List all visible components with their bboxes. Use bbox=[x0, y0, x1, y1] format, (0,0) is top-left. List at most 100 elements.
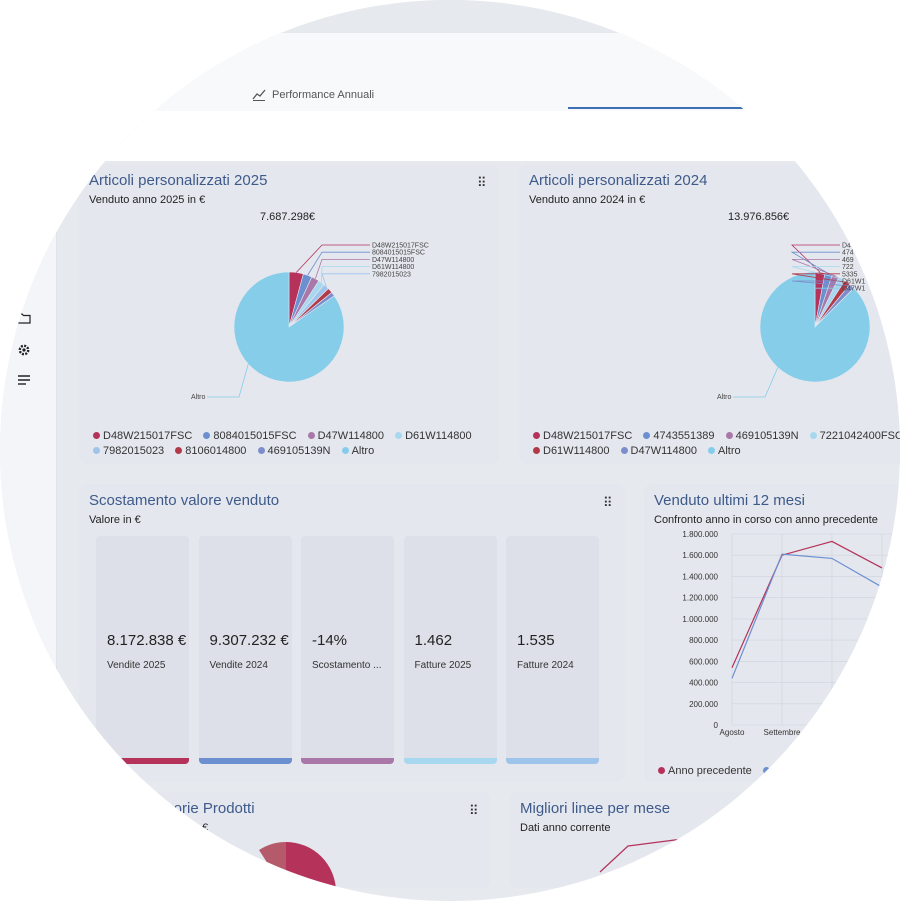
kpi-tile[interactable]: -14% Scostamento ... bbox=[301, 536, 394, 764]
active-tab-indicator bbox=[568, 107, 744, 109]
kpi-color-bar bbox=[198, 758, 292, 764]
kpi-tile[interactable]: 9.307.232 € Vendite 2024 bbox=[198, 536, 292, 764]
legend-item[interactable]: D47W114800 bbox=[620, 445, 697, 457]
sidebar bbox=[0, 161, 57, 901]
legend-label: D61W114800 bbox=[405, 430, 472, 442]
callout-line bbox=[791, 273, 848, 283]
kpi-value: -14% bbox=[312, 632, 348, 649]
kpi-tile[interactable]: 1.462 Fatture 2025 bbox=[403, 536, 497, 764]
legend-item[interactable]: Anno precedente bbox=[658, 765, 752, 777]
legend-dot bbox=[725, 432, 733, 439]
callout-label: D47W114800 bbox=[372, 257, 414, 264]
legend-item[interactable]: D61W114800 bbox=[533, 445, 609, 457]
legend-item[interactable]: 4743551389 bbox=[643, 430, 715, 442]
card-subtitle: Confronto anno in corso con anno precede… bbox=[654, 514, 878, 526]
legend-dot bbox=[809, 432, 817, 439]
gear-icon[interactable] bbox=[17, 343, 31, 357]
legend-label: Altro bbox=[351, 445, 375, 457]
card-title: Migliori linee per mese bbox=[520, 800, 671, 817]
kpi-value: 9.307.232 € bbox=[209, 632, 289, 649]
line-chart-12-mesi: 0 200.000 400.000 600.000 800.000 1.000.000 1.… bbox=[682, 530, 900, 737]
legend-label: Altro bbox=[718, 445, 741, 457]
callout-label: D47W1 bbox=[842, 286, 865, 293]
tab-label: Performance Annuali bbox=[272, 89, 375, 101]
legend-label: 8084015015FSC bbox=[213, 430, 297, 442]
callout-line bbox=[307, 251, 370, 276]
tab-performance-annuali[interactable]: Performance Annuali bbox=[252, 89, 374, 101]
drag-handle-icon[interactable]: ⠿ bbox=[469, 803, 478, 818]
x-tick-label: Novembre bbox=[864, 728, 900, 737]
y-tick-label: 400.000 bbox=[689, 679, 718, 688]
drag-handle-icon[interactable]: ⠿ bbox=[603, 495, 612, 510]
chart-line-icon bbox=[252, 89, 266, 101]
legend-item[interactable]: D61W114800 bbox=[395, 430, 472, 442]
kpi-tile[interactable]: 1.535 Fatture 2024 bbox=[506, 536, 599, 764]
callout-line bbox=[321, 266, 370, 283]
card-migliori-linee: Migliori linee per mese Dati anno corren… bbox=[510, 792, 900, 888]
card-title: Articoli personalizzati 2025 bbox=[89, 172, 268, 189]
chart-legend: D48W215017FSC 4743551389 469105139N 7221… bbox=[533, 429, 900, 459]
callout-label: D48W215017FSC bbox=[372, 243, 429, 250]
legend-item[interactable]: D47W114800 bbox=[307, 430, 385, 442]
callout-label: 722 bbox=[842, 264, 854, 271]
callout-line bbox=[791, 287, 840, 378]
legend-item[interactable]: 8084015015FSC bbox=[203, 430, 297, 442]
pie-slice[interactable] bbox=[233, 271, 345, 383]
line-series[interactable] bbox=[731, 540, 883, 668]
callout-label-altro: Altro bbox=[717, 394, 732, 401]
legend-dot bbox=[257, 447, 265, 454]
card-articoli-2024: Articoli personalizzati 2024 Venduto ann… bbox=[519, 164, 900, 464]
chart-total: 7.687.298€ bbox=[260, 211, 316, 223]
legend-dot bbox=[533, 447, 540, 454]
y-tick-label: 0 bbox=[714, 721, 719, 730]
y-tick-label: 1.400.000 bbox=[682, 572, 718, 581]
tab-bar bbox=[0, 33, 900, 112]
kpi-tile[interactable]: 8.172.838 € Vendite 2025 bbox=[96, 536, 189, 764]
callout-line bbox=[295, 244, 370, 273]
legend-label: 8106014800 bbox=[185, 445, 247, 457]
pie-chart-categorie bbox=[259, 842, 336, 888]
drag-handle-icon[interactable]: ⠿ bbox=[477, 175, 486, 190]
line-series bbox=[599, 837, 691, 873]
legend-dot bbox=[533, 432, 540, 439]
legend-item[interactable]: 7982015023 bbox=[93, 445, 164, 457]
legend-item[interactable] bbox=[762, 765, 773, 777]
kpi-label: Scostamento ... bbox=[312, 660, 382, 671]
legend-item[interactable]: Altro bbox=[341, 445, 375, 457]
legend-dot bbox=[341, 447, 349, 454]
kpi-color-bar bbox=[301, 758, 394, 764]
folder-icon[interactable] bbox=[17, 311, 31, 325]
legend-dot bbox=[307, 432, 315, 439]
legend-label: D47W114800 bbox=[317, 430, 385, 442]
legend-dot bbox=[93, 447, 100, 454]
callout-line bbox=[791, 266, 842, 280]
legend-label: D48W215017FSC bbox=[543, 430, 633, 442]
kpi-color-bar bbox=[506, 758, 599, 764]
pie-slice bbox=[259, 842, 286, 888]
legend-item[interactable]: 7221042400FSC bbox=[809, 430, 900, 442]
legend-item[interactable]: D48W215017FSC bbox=[533, 430, 632, 442]
line-series[interactable] bbox=[731, 553, 883, 679]
x-tick-label: Ottobre bbox=[819, 728, 846, 737]
callout-label: D61W114800 bbox=[372, 264, 414, 271]
pie-chart-2025: D48W215017FSC8084015015FSCD47W114800D61W… bbox=[191, 243, 429, 402]
legend-label: D61W114800 bbox=[543, 445, 610, 457]
callout-line bbox=[791, 259, 840, 277]
menu-lines-icon[interactable] bbox=[17, 373, 31, 387]
kpi-label: Fatture 2024 bbox=[517, 660, 574, 671]
kpi-label: Vendite 2024 bbox=[209, 660, 268, 671]
card-scostamento: Scostamento valore venduto ⠿ Valore in €… bbox=[79, 484, 625, 782]
legend-dot bbox=[203, 432, 211, 439]
legend-label: 7982015023 bbox=[103, 445, 165, 457]
legend-item[interactable]: D48W215017FSC bbox=[93, 430, 192, 442]
x-tick-label: Agosto bbox=[720, 728, 745, 737]
legend-item[interactable]: 8106014800 bbox=[175, 445, 246, 457]
kpi-color-bar bbox=[96, 758, 189, 764]
legend-item[interactable]: 469105139N bbox=[725, 430, 799, 442]
legend-item[interactable]: Altro bbox=[708, 445, 741, 457]
legend-dot bbox=[762, 767, 770, 774]
legend-dot bbox=[175, 447, 183, 454]
y-tick-label: 600.000 bbox=[689, 657, 718, 666]
legend-item[interactable]: 469105139N bbox=[257, 445, 331, 457]
